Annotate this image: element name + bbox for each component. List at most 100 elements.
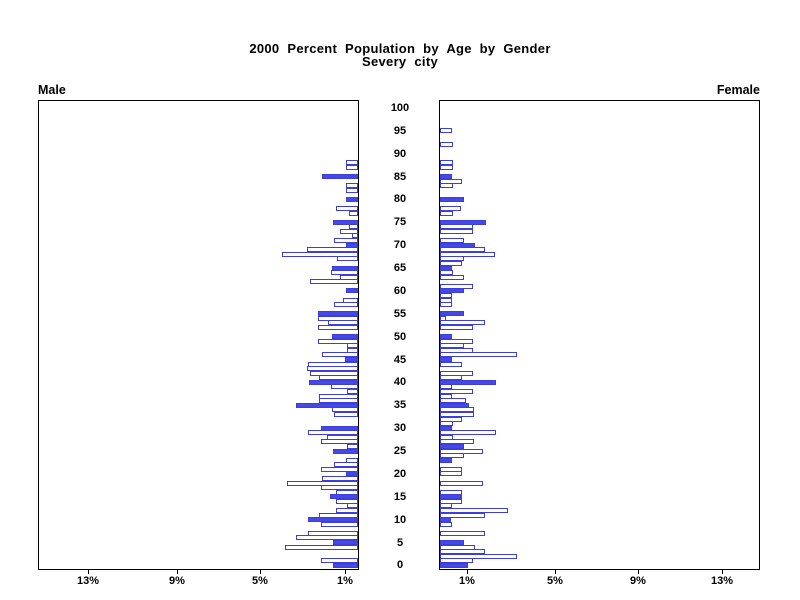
female-bar-age-29 xyxy=(440,430,496,435)
male-bar-age-11 xyxy=(319,513,358,518)
female-bar-age-21 xyxy=(440,467,462,472)
female-bar-age-14 xyxy=(440,499,462,504)
female-bar-age-38 xyxy=(440,389,473,394)
male-bar-age-49 xyxy=(318,339,358,344)
female-bar-age-25 xyxy=(440,449,483,454)
male-bar-age-69 xyxy=(307,247,358,252)
male-pct-tick-label-5: 5% xyxy=(252,575,268,587)
female-bar-age-36 xyxy=(440,398,466,403)
female-pct-tick-label-5: 5% xyxy=(547,575,563,587)
male-bar-age-80 xyxy=(346,197,358,202)
female-bar-age-54 xyxy=(440,316,446,321)
age-tick-label-50: 50 xyxy=(393,331,407,343)
male-bar-age-42 xyxy=(310,371,358,376)
female-bar-age-16 xyxy=(440,490,462,495)
female-bar-age-9 xyxy=(440,522,452,527)
age-tick-label-10: 10 xyxy=(393,514,407,526)
male-bar-age-23 xyxy=(346,458,358,463)
female-bar-age-23 xyxy=(440,458,452,463)
male-bar-age-85 xyxy=(322,174,358,179)
female-bar-age-11 xyxy=(440,513,485,518)
male-bar-age-46 xyxy=(322,352,358,357)
male-bar-age-19 xyxy=(322,476,358,481)
female-bar-age-85 xyxy=(440,174,452,179)
male-bar-age-82 xyxy=(346,188,358,193)
age-tick-label-45: 45 xyxy=(393,354,407,366)
chart-title: 2000 Percent Population by Age by Gender xyxy=(249,41,551,56)
male-bar-age-38 xyxy=(347,389,358,394)
male-bar-age-35 xyxy=(296,403,358,408)
male-bar-age-12 xyxy=(336,508,358,513)
age-tick-label-20: 20 xyxy=(393,468,407,480)
female-bar-age-12 xyxy=(440,508,508,513)
female-axis-tick-5 xyxy=(555,570,556,574)
female-bar-age-45 xyxy=(440,357,452,362)
male-bar-age-21 xyxy=(321,467,358,472)
male-bar-age-50 xyxy=(332,334,358,339)
female-bar-age-66 xyxy=(440,261,462,266)
female-bar-age-52 xyxy=(440,325,473,330)
female-bar-age-70 xyxy=(440,243,475,248)
male-bar-age-25 xyxy=(333,449,358,454)
male-axis-tick-5 xyxy=(260,570,261,574)
male-bar-age-26 xyxy=(347,444,358,449)
male-pct-tick-label-9: 9% xyxy=(169,575,185,587)
female-bar-age-49 xyxy=(440,339,473,344)
male-axis-tick-1 xyxy=(345,570,346,574)
male-bar-age-30 xyxy=(321,426,358,431)
female-pct-tick-label-1: 1% xyxy=(459,575,475,587)
female-bar-age-46 xyxy=(440,352,517,357)
age-tick-label-80: 80 xyxy=(393,193,407,205)
female-axis-tick-13 xyxy=(722,570,723,574)
female-axis-tick-1 xyxy=(467,570,468,574)
male-axis-tick-13 xyxy=(88,570,89,574)
male-bar-age-18 xyxy=(287,481,358,486)
male-bar-age-0 xyxy=(333,563,358,568)
female-bar-age-47 xyxy=(440,348,473,353)
male-bar-age-16 xyxy=(336,490,358,495)
female-axis-tick-9 xyxy=(638,570,639,574)
chart-subtitle: Severy city xyxy=(362,54,438,69)
male-bar-age-65 xyxy=(332,266,358,271)
age-tick-label-40: 40 xyxy=(393,376,407,388)
female-bar-age-4 xyxy=(440,545,475,550)
male-bar-age-44 xyxy=(308,362,358,367)
male-bar-age-71 xyxy=(334,238,358,243)
female-bar-age-75 xyxy=(440,220,486,225)
female-bar-age-26 xyxy=(440,444,464,449)
female-bar-age-87 xyxy=(440,165,453,170)
male-bar-age-83 xyxy=(346,183,358,188)
female-pyramid-panel xyxy=(439,100,760,570)
age-tick-label-95: 95 xyxy=(393,125,407,137)
male-bar-age-58 xyxy=(343,298,358,303)
female-bar-age-5 xyxy=(440,540,464,545)
age-tick-label-25: 25 xyxy=(393,445,407,457)
age-tick-label-55: 55 xyxy=(393,308,407,320)
female-bar-age-71 xyxy=(440,238,464,243)
female-bar-age-28 xyxy=(440,435,453,440)
female-pct-tick-label-9: 9% xyxy=(630,575,646,587)
male-bar-age-75 xyxy=(333,220,358,225)
female-bar-age-63 xyxy=(440,275,464,280)
female-bar-age-77 xyxy=(440,211,453,216)
male-bar-age-47 xyxy=(347,348,358,353)
female-bar-age-73 xyxy=(440,229,473,234)
female-bar-age-53 xyxy=(440,320,485,325)
male-axis-tick-9 xyxy=(177,570,178,574)
female-bar-age-7 xyxy=(440,531,485,536)
age-tick-label-90: 90 xyxy=(393,148,407,160)
age-tick-label-5: 5 xyxy=(396,537,404,549)
age-tick-label-70: 70 xyxy=(393,239,407,251)
male-bar-age-73 xyxy=(340,229,358,234)
age-tick-label-35: 35 xyxy=(393,399,407,411)
male-bar-age-70 xyxy=(346,243,358,248)
age-tick-label-100: 100 xyxy=(390,102,410,114)
male-bar-age-5 xyxy=(333,540,358,545)
female-bar-age-80 xyxy=(440,197,464,202)
female-bar-age-40 xyxy=(440,380,496,385)
male-bar-age-4 xyxy=(285,545,358,550)
female-bar-age-37 xyxy=(440,394,452,399)
female-bar-age-59 xyxy=(440,293,452,298)
male-bar-age-40 xyxy=(309,380,358,385)
age-tick-label-15: 15 xyxy=(393,491,407,503)
